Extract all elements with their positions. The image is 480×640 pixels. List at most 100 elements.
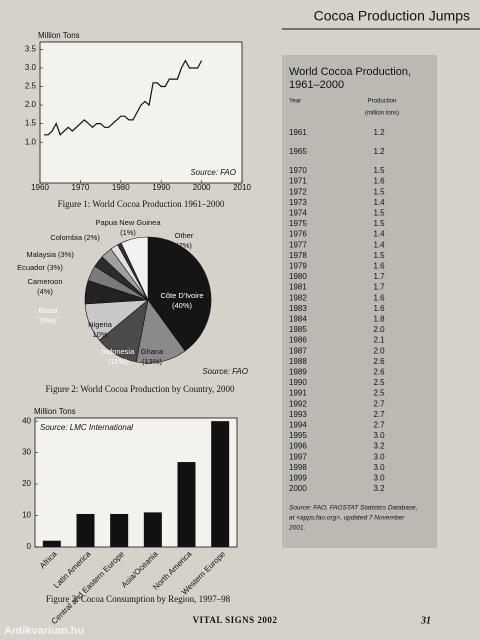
table-value: 2.0: [373, 346, 385, 355]
table-value: 2.6: [373, 357, 385, 366]
bar: [110, 513, 129, 547]
bar: [143, 512, 162, 547]
y-tick-label: 3.5: [25, 45, 37, 54]
bar: [42, 540, 61, 547]
table-value: 1.8: [373, 315, 385, 324]
y-tick-label: 2.5: [25, 82, 37, 91]
table-value: 1.5: [373, 251, 385, 260]
table-year: 1991: [289, 389, 307, 398]
table-year: 1982: [289, 293, 307, 302]
y-tick-label: 1.0: [25, 137, 37, 146]
x-tick-label: 1970: [72, 183, 90, 192]
slice-value-label: (3%): [58, 250, 74, 259]
table-year: 1999: [289, 474, 307, 483]
slice-label: Côte D'Ivoire: [160, 291, 203, 300]
table-value: 1.5: [373, 209, 385, 218]
table-year: 1984: [289, 315, 307, 324]
slice-label: Ecuador: [17, 263, 45, 272]
slice-value-label: (40%): [172, 301, 193, 310]
table-value: 2.6: [373, 368, 385, 377]
table-year: 1977: [289, 240, 307, 249]
slice-value-label: (1%): [120, 228, 136, 237]
plot-frame: [34, 417, 238, 548]
table-year: 1988: [289, 357, 307, 366]
table-panel: [282, 55, 437, 548]
table-title: 1961–2000: [289, 79, 344, 91]
table-value: 1.7: [373, 283, 385, 292]
data-line: [44, 59, 203, 136]
figure-caption: Figure 1: World Cocoa Production 1961–20…: [58, 199, 225, 209]
table-year: 1993: [289, 410, 307, 419]
bar: [177, 462, 196, 547]
table-year: 1989: [289, 368, 307, 377]
table-title: World Cocoa Production,: [289, 66, 411, 78]
plot-frame: [39, 41, 243, 184]
table-value: 1.6: [373, 293, 385, 302]
table-value: 3.2: [373, 484, 385, 493]
table-year: 1974: [289, 209, 307, 218]
watermark: Antikvarium.hu: [4, 625, 84, 637]
table-year: 1992: [289, 399, 307, 408]
y-tick-label: 10: [22, 511, 31, 520]
table-value: 3.0: [373, 463, 385, 472]
table-value: 3.0: [373, 474, 385, 483]
slice-label: Colombia: [50, 233, 83, 242]
figure-caption: Figure 3: Cocoa Consumption by Region, 1…: [46, 594, 231, 604]
table-year: 1973: [289, 198, 307, 207]
table-year: 1994: [289, 421, 307, 430]
column-header: Year: [289, 99, 301, 105]
y-tick-label: 30: [22, 448, 31, 457]
source-note: Source: LMC International: [40, 423, 133, 432]
running-title: VITAL SIGNS 2002: [193, 615, 278, 625]
table-value: 1.4: [373, 230, 385, 239]
table-year: 1987: [289, 346, 307, 355]
source-note: Source: FAO: [202, 367, 248, 376]
bar: [211, 421, 230, 547]
table-value: 1.2: [373, 128, 385, 137]
x-tick-label: 1990: [152, 183, 170, 192]
table-year: 1976: [289, 230, 307, 239]
table-value: 2.1: [373, 336, 385, 345]
header-title: Cocoa Production Jumps: [314, 8, 470, 24]
bar: [76, 513, 95, 547]
table-year: 1981: [289, 283, 307, 292]
table-year: 1978: [289, 251, 307, 260]
slice-value-label: (4%): [37, 287, 53, 296]
slice-value-label: (13%): [142, 357, 163, 366]
table-value: 2.7: [373, 410, 385, 419]
slice-label: Indonesia: [102, 347, 135, 356]
table-value: 1.4: [373, 240, 385, 249]
slice-value-label: (6%): [40, 316, 56, 325]
slice-label: Malaysia: [26, 250, 56, 259]
table-year: 1990: [289, 378, 307, 387]
figure-caption: Figure 2: World Cocoa Production by Coun…: [45, 384, 235, 394]
x-tick-label: 2010: [233, 183, 251, 192]
table-year: 1980: [289, 272, 307, 281]
slice-label: Other: [175, 231, 194, 240]
table-year: 1970: [289, 166, 307, 175]
slice-value-label: 10%: [92, 330, 107, 339]
table-value: 1.6: [373, 262, 385, 271]
slice-label: Brazil: [39, 306, 58, 315]
table-value: 2.7: [373, 421, 385, 430]
table-year: 1985: [289, 325, 307, 334]
y-tick-label: 20: [22, 479, 31, 488]
slice-value-label: (2%): [84, 233, 100, 242]
table-year: 1971: [289, 177, 307, 186]
x-tick-label: 2000: [193, 183, 211, 192]
pie-slice: [120, 236, 149, 301]
page-number: 31: [420, 615, 431, 626]
y-tick-label: 1.5: [25, 119, 37, 128]
table-year: 1986: [289, 336, 307, 345]
slice-label: Nigeria: [88, 320, 113, 329]
table-value: 2.5: [373, 389, 385, 398]
table-value: 3.0: [373, 452, 385, 461]
table-value: 1.2: [373, 147, 385, 156]
pie-slice: [147, 236, 212, 352]
table-year: 1995: [289, 431, 307, 440]
table-year: 1965: [289, 147, 307, 156]
table-year: 1972: [289, 187, 307, 196]
slice-label: Ghana: [141, 347, 164, 356]
slice-label: Papua New Guinea: [95, 218, 161, 227]
table-source: 2001.: [288, 525, 305, 532]
